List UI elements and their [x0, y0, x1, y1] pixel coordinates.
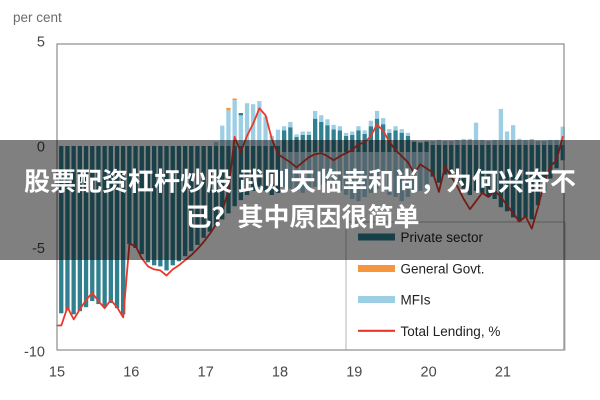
svg-text:15: 15	[49, 365, 65, 381]
svg-text:per cent: per cent	[13, 10, 62, 25]
svg-text:General Govt.: General Govt.	[401, 262, 485, 277]
svg-text:Private sector: Private sector	[401, 230, 484, 245]
svg-text:17: 17	[198, 365, 214, 381]
svg-text:19: 19	[346, 365, 362, 381]
svg-text:MFIs: MFIs	[401, 293, 431, 308]
svg-text:20: 20	[421, 365, 437, 381]
svg-text:-5: -5	[32, 241, 45, 257]
svg-text:5: 5	[37, 35, 45, 51]
svg-text:0: 0	[37, 140, 45, 156]
svg-text:18: 18	[272, 365, 288, 381]
svg-text:Total Lending, %: Total Lending, %	[401, 324, 501, 339]
svg-text:16: 16	[123, 365, 139, 381]
svg-text:-10: -10	[24, 345, 45, 361]
svg-text:21: 21	[495, 365, 511, 381]
